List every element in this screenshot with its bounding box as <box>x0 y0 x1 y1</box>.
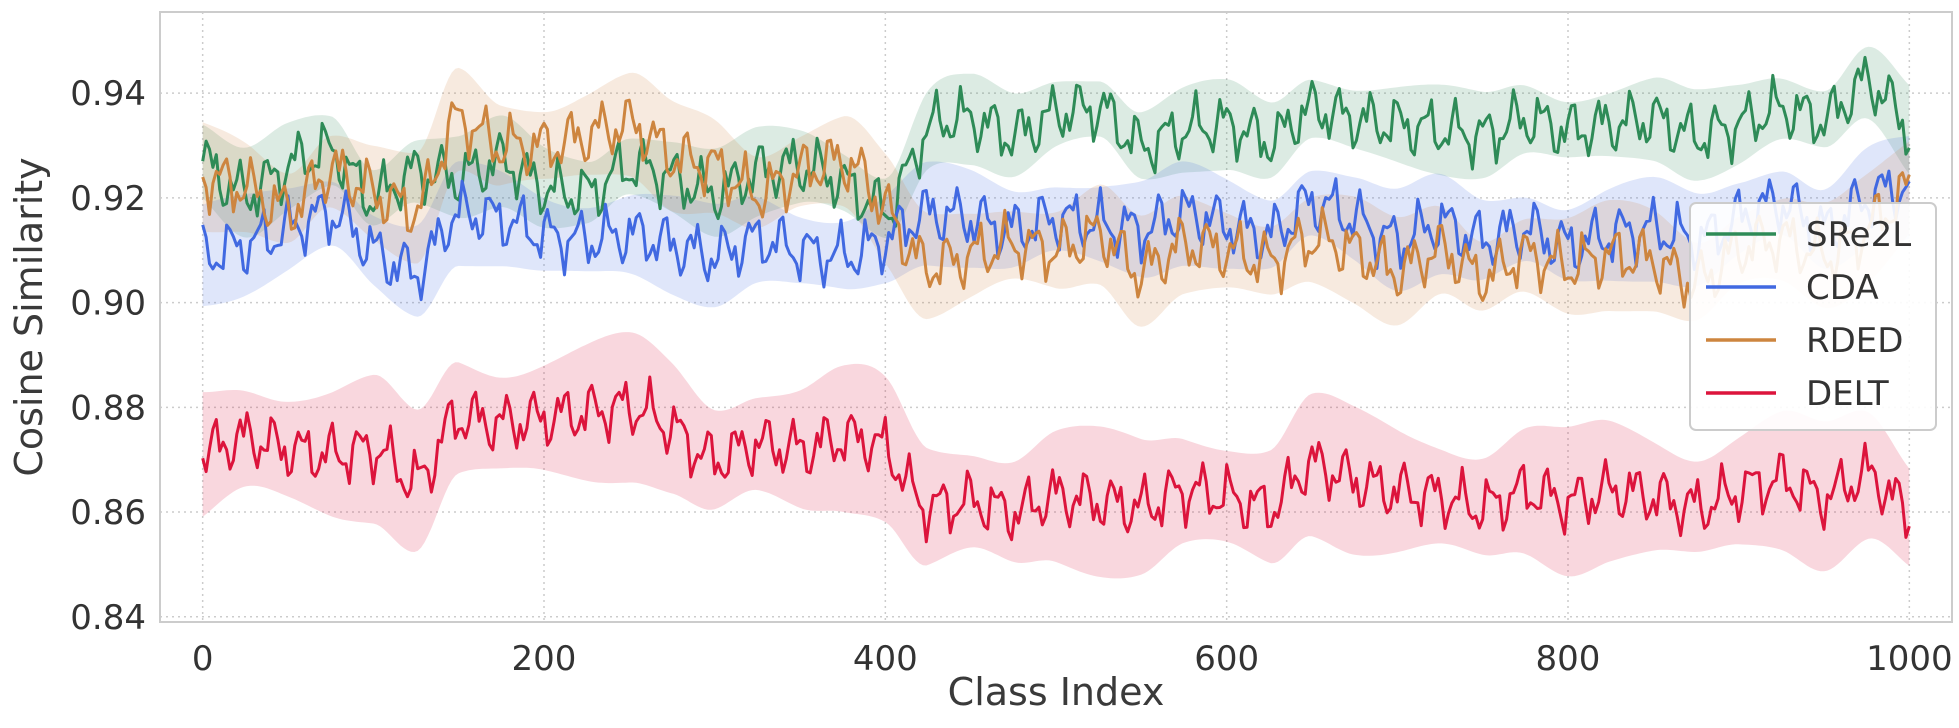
plot-frame <box>159 11 1953 623</box>
x-tick-label: 400 <box>853 639 918 679</box>
legend-label: DELT <box>1806 374 1889 414</box>
x-tick-label: 200 <box>512 639 577 679</box>
y-axis-title: Cosine Similarity <box>7 157 51 476</box>
line-sre2l <box>201 55 1911 228</box>
y-tick-label: 0.84 <box>70 598 146 638</box>
legend-label: SRe2L <box>1806 215 1911 255</box>
line-cda <box>201 169 1911 302</box>
band-delt <box>202 332 1910 579</box>
x-tick-label: 600 <box>1194 639 1259 679</box>
x-tick-label: 1000 <box>1866 639 1953 679</box>
band-cda <box>202 136 1910 317</box>
y-tick-label: 0.92 <box>70 179 146 219</box>
legend-label: RDED <box>1806 321 1903 361</box>
legend-label: CDA <box>1806 268 1879 308</box>
y-tick-label: 0.90 <box>70 284 146 324</box>
y-tick-label: 0.94 <box>70 74 146 114</box>
x-tick-label: 800 <box>1536 639 1601 679</box>
band-rded <box>202 67 1910 327</box>
band-sre2l <box>202 46 1910 239</box>
legend-box <box>1689 202 1937 431</box>
grid-lines <box>160 12 1952 622</box>
y-tick-label: 0.86 <box>70 493 146 533</box>
x-tick-label: 0 <box>192 639 214 679</box>
line-rded <box>201 98 1911 309</box>
y-tick-label: 0.88 <box>70 388 146 428</box>
legend: SRe2L CDA RDED DELT <box>1689 202 1937 431</box>
line-delt <box>201 375 1911 544</box>
x-axis-title: Class Index <box>948 670 1165 714</box>
axis-ticks: 0 200 400 600 800 1000 0.84 0.86 0.88 0.90 0.92 0.9… <box>70 74 1952 679</box>
series-lines <box>201 55 1911 544</box>
